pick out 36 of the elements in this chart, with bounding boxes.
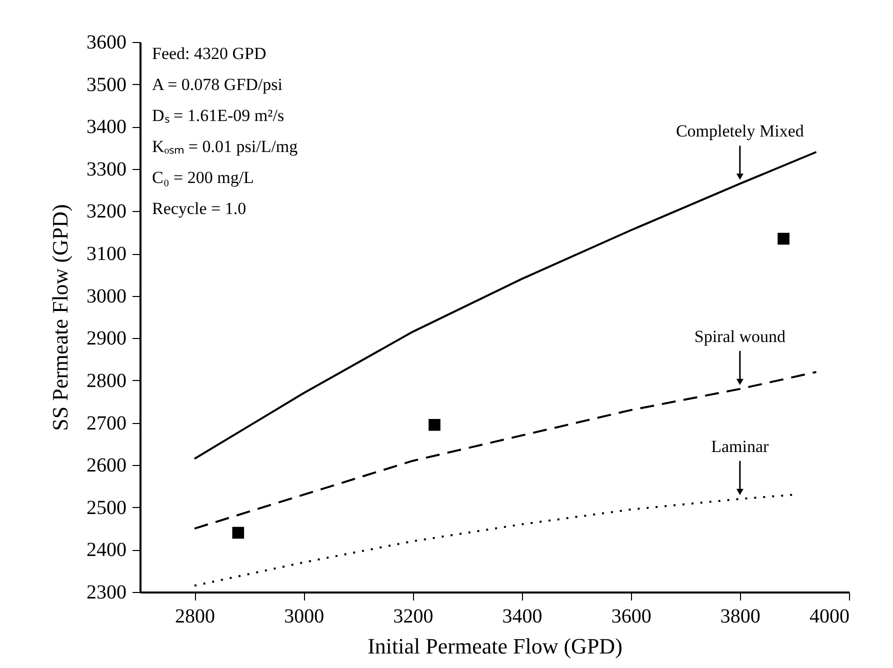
y-tick-label: 3400 xyxy=(86,116,126,138)
x-tick-label: 3000 xyxy=(284,606,324,628)
y-axis-title: SS Permeate Flow (GPD) xyxy=(48,204,72,431)
point xyxy=(428,418,440,431)
y-tick-label: 3600 xyxy=(86,32,126,54)
y-tick-label: 3500 xyxy=(86,74,126,96)
y-tick-label: 2800 xyxy=(86,370,126,392)
y-tick-label: 2500 xyxy=(86,496,126,519)
series-label: Spiral wound xyxy=(694,326,786,346)
x-axis-title: Initial Permeate Flow (GPD) xyxy=(368,634,622,658)
annotation: Kₒₛₘ = 0.01 psi/L/mg xyxy=(152,137,298,156)
y-tick-label: 3300 xyxy=(86,158,126,180)
y-tick-label: 3100 xyxy=(86,243,126,266)
y-tick-label: 2700 xyxy=(86,412,126,434)
line-series xyxy=(194,371,818,530)
annotation: C₀ = 200 mg/L xyxy=(152,168,254,187)
x-tick-label: 3600 xyxy=(611,606,652,628)
x-tick-label: 3400 xyxy=(502,606,542,628)
y-tick-label: 3200 xyxy=(86,200,126,223)
series-label: Completely Mixed xyxy=(676,122,804,141)
y-tick-label: 3000 xyxy=(86,285,126,308)
annotation: Feed: 4320 GPD xyxy=(152,44,266,63)
y-tick-label: 2900 xyxy=(86,328,126,350)
x-tick-label: 3800 xyxy=(720,606,760,628)
y-tick-label: 2300 xyxy=(86,582,126,604)
annotation: Dₛ = 1.61E-09 m²/s xyxy=(152,106,284,125)
annotation: A = 0.078 GFD/psi xyxy=(152,75,283,94)
point xyxy=(778,232,790,245)
y-tick-label: 2400 xyxy=(86,539,126,562)
x-tick-label: 4000 xyxy=(810,606,850,628)
x-tick-label: 3200 xyxy=(393,606,434,628)
annotation: Recycle = 1.0 xyxy=(152,199,246,218)
text: Laminar xyxy=(711,436,770,456)
y-tick-label: 2600 xyxy=(86,454,126,477)
x-tick-label: 2800 xyxy=(175,606,216,628)
point xyxy=(232,526,244,539)
